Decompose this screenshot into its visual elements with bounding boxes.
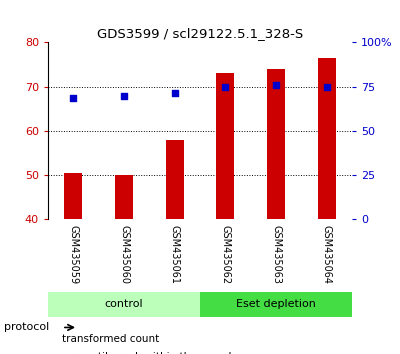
Point	[121, 93, 127, 98]
Bar	[318, 58, 336, 219]
Bar	[115, 175, 133, 219]
Title: GDS3599 / scl29122.5.1_328-S: GDS3599 / scl29122.5.1_328-S	[97, 27, 303, 40]
Bar	[200, 292, 352, 317]
Text: GSM435060: GSM435060	[119, 225, 129, 284]
Text: GSM435063: GSM435063	[271, 225, 281, 284]
Text: transformed count: transformed count	[62, 334, 159, 344]
Point	[222, 84, 228, 90]
Bar	[48, 292, 200, 317]
Text: GSM435059: GSM435059	[68, 225, 78, 285]
Text: percentile rank within the sample: percentile rank within the sample	[62, 352, 238, 354]
Point	[70, 95, 76, 101]
Point	[324, 84, 330, 90]
Text: GSM435062: GSM435062	[220, 225, 230, 285]
Bar	[267, 69, 285, 219]
Text: protocol: protocol	[4, 322, 49, 332]
Bar	[64, 173, 82, 219]
Bar	[216, 73, 234, 219]
Point	[273, 82, 279, 87]
Text: GSM435061: GSM435061	[170, 225, 180, 284]
Bar	[166, 140, 184, 219]
Text: GSM435064: GSM435064	[322, 225, 332, 284]
Text: control: control	[105, 299, 143, 309]
Text: Eset depletion: Eset depletion	[236, 299, 316, 309]
Point	[172, 91, 178, 96]
